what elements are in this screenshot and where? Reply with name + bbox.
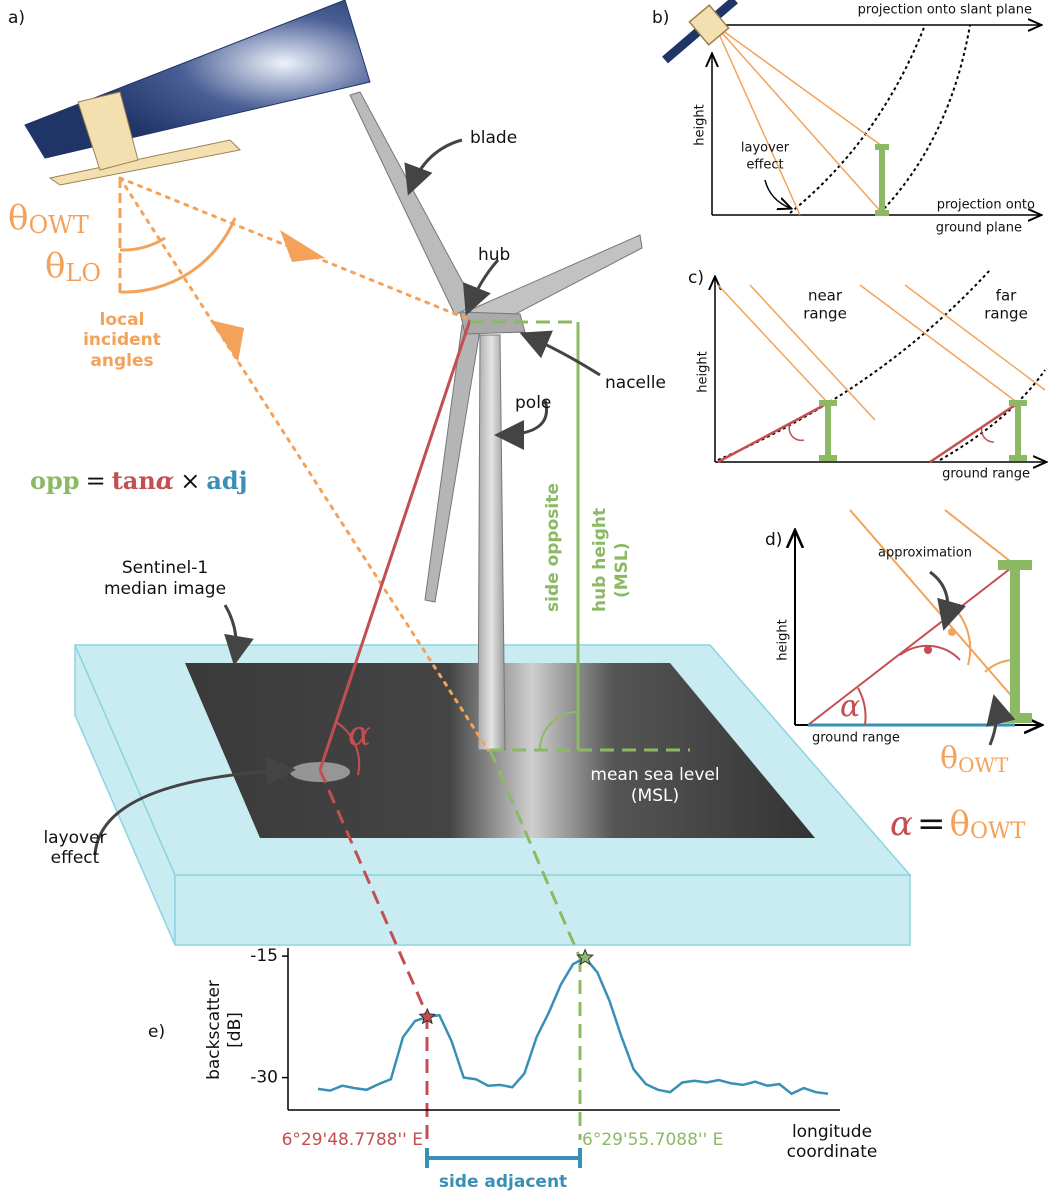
blade-label: blade: [470, 128, 517, 148]
symbol: θ: [45, 246, 65, 286]
formula: opp=tanα×adj: [30, 466, 247, 495]
axis-label: height: [776, 619, 791, 660]
range-label: range: [803, 305, 847, 323]
y-tick-label: -15: [250, 946, 278, 966]
axis-label: height: [693, 104, 708, 145]
angles-label: angles: [90, 351, 153, 371]
symbol: θ: [940, 741, 958, 776]
subscript: OWT: [970, 819, 1026, 844]
backscatter-chart: -15 -30: [250, 946, 840, 1110]
layover-label: layover: [43, 828, 106, 848]
msl-label: (MSL): [631, 786, 679, 806]
theta-owt: θOWT: [8, 198, 89, 239]
axis-label: ground range: [942, 467, 1030, 482]
side-opposite: side opposite: [543, 483, 563, 612]
axis-label: ground plane: [936, 221, 1022, 236]
range-label: near: [808, 287, 843, 305]
alpha: α: [348, 714, 371, 754]
nacelle-label: nacelle: [605, 373, 666, 393]
msl-label: mean sea level: [590, 765, 719, 785]
panel-label: b): [652, 8, 669, 28]
x-axis-label: coordinate: [787, 1142, 878, 1162]
sentinel-label: median image: [104, 579, 226, 599]
eq: =: [917, 804, 946, 844]
backscatter-line: [318, 958, 828, 1094]
coord-right: 6°29'55.7088'' E: [582, 1130, 723, 1150]
satellite: [25, 0, 370, 185]
symbol: θ: [949, 804, 969, 844]
approx-label: approximation: [878, 546, 972, 561]
pole-label: pole: [515, 393, 551, 413]
symbol: θ: [8, 198, 28, 238]
subscript: OWT: [958, 753, 1009, 777]
layover-label: effect: [746, 158, 783, 173]
subscript: OWT: [28, 211, 88, 239]
y-axis-label: [dB]: [225, 1012, 245, 1048]
theta-owt: θOWT: [940, 741, 1009, 777]
axis-label: height: [696, 351, 711, 392]
range-label: far: [996, 287, 1017, 305]
coord-left: 6°29'48.7788'' E: [282, 1130, 423, 1150]
angles-label: local: [100, 310, 145, 330]
x-axis-label: longitude: [792, 1122, 872, 1142]
y-tick-label: -30: [250, 1068, 278, 1088]
opp: opp: [30, 466, 80, 495]
hub-height: (MSL): [612, 542, 632, 598]
axis-label: projection onto: [937, 198, 1035, 213]
subscript: LO: [65, 259, 101, 287]
y-axis-label: backscatter: [204, 980, 224, 1080]
side-adjacent: side adjacent: [439, 1172, 567, 1192]
panel-label: a): [8, 8, 25, 28]
alpha: α: [890, 804, 913, 844]
adj: adj: [206, 466, 247, 495]
figure: a) θOWT θLO local incident angles blade …: [0, 0, 1049, 1195]
theta-lo: θLO: [45, 246, 101, 287]
equation: α=θOWT: [890, 804, 1026, 844]
angles-label: incident: [83, 330, 161, 350]
eq: =: [86, 467, 106, 495]
hub-height: hub height: [590, 508, 610, 612]
panel-label: e): [148, 1022, 165, 1042]
sentinel-label: Sentinel-1: [122, 558, 208, 578]
layover-label: layover: [741, 141, 790, 156]
hub-label: hub: [478, 245, 510, 265]
layover-label: effect: [51, 848, 100, 868]
alpha: α: [156, 466, 174, 495]
alpha: α: [840, 689, 860, 724]
axis-label: projection onto slant plane: [858, 3, 1032, 18]
panel-b: [665, 0, 1040, 215]
panel-label: d): [765, 530, 782, 550]
times: ×: [180, 467, 200, 495]
panel-label: c): [688, 268, 704, 288]
tan: tan: [112, 466, 156, 495]
range-label: range: [984, 305, 1028, 323]
axis-label: ground range: [812, 731, 900, 746]
